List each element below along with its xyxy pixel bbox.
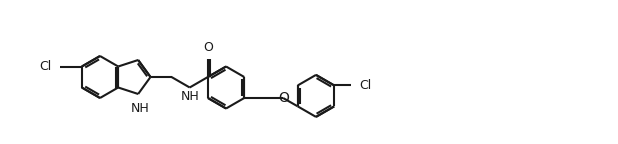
Text: NH: NH (180, 90, 199, 104)
Text: NH: NH (131, 102, 150, 115)
Text: Cl: Cl (359, 79, 371, 92)
Text: O: O (203, 41, 213, 54)
Text: Cl: Cl (40, 60, 52, 73)
Text: O: O (279, 91, 290, 105)
